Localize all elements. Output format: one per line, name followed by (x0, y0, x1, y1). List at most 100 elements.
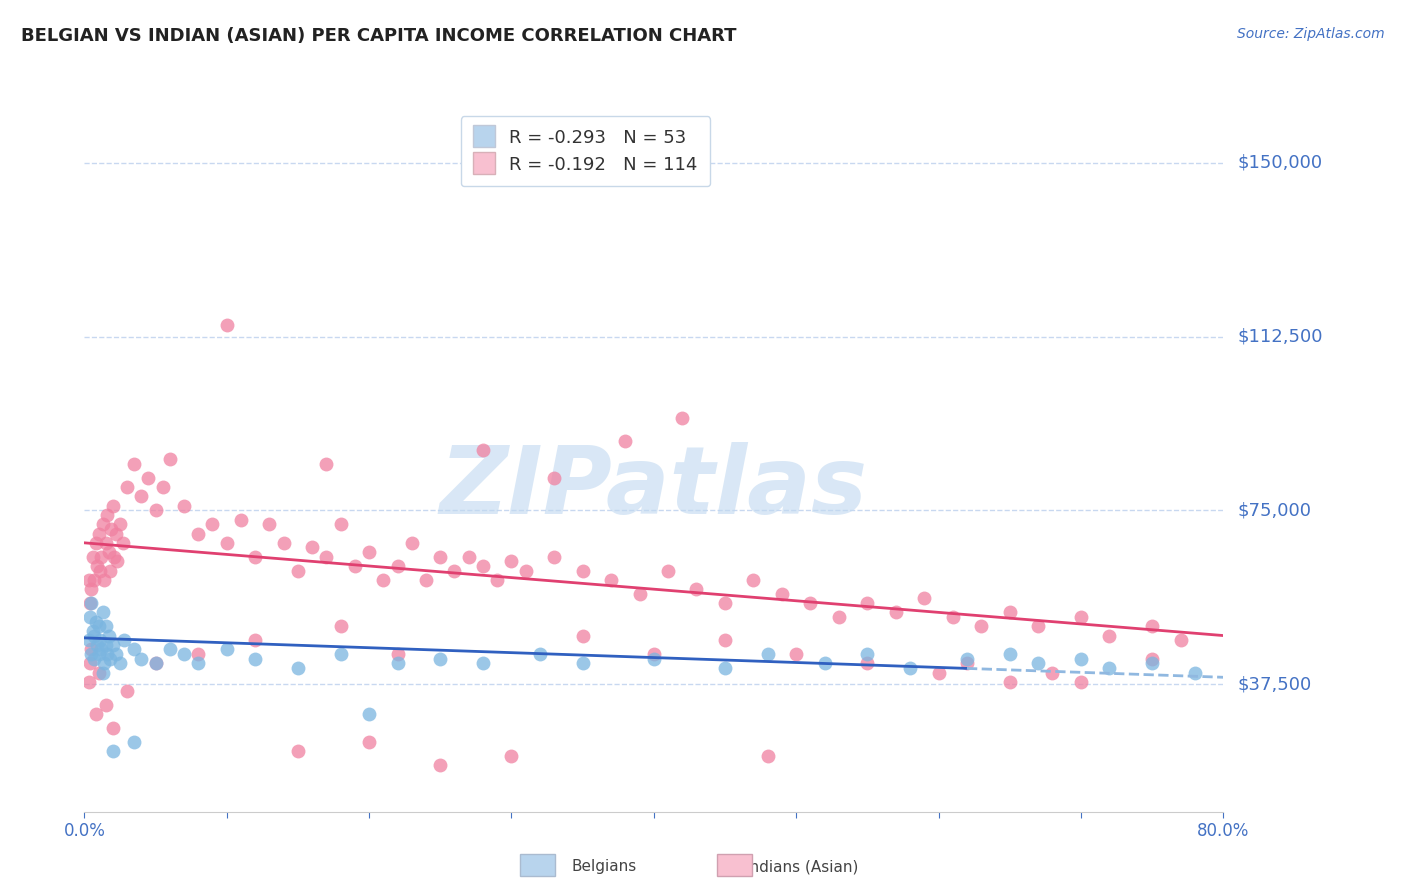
Point (1140, 651, 1163, 665)
Point (84, 615, 107, 629)
Point (79, 610, 101, 624)
Point (529, 647, 551, 661)
Point (970, 619, 993, 633)
Point (80, 582, 103, 597)
Point (245, 633, 267, 648)
Point (898, 661, 921, 675)
Point (187, 526, 209, 541)
Point (108, 657, 131, 671)
Point (94, 536, 117, 550)
Point (187, 647, 209, 661)
Point (105, 554, 128, 568)
Point (1140, 619, 1163, 633)
Point (173, 647, 195, 661)
Point (998, 647, 1021, 661)
Point (80, 647, 103, 661)
Point (84, 536, 107, 550)
Point (91, 665, 114, 680)
Point (245, 651, 267, 665)
Point (131, 490, 153, 504)
Point (329, 517, 352, 532)
Point (98, 564, 121, 578)
Point (173, 499, 195, 513)
Text: $112,500: $112,500 (1237, 327, 1323, 345)
Point (90, 642, 112, 657)
Point (112, 633, 135, 648)
Text: Belgians: Belgians (572, 859, 637, 874)
Point (742, 573, 765, 587)
Point (87, 665, 110, 680)
Point (429, 549, 451, 564)
Point (301, 541, 323, 555)
Point (122, 457, 145, 471)
Point (245, 549, 267, 564)
Point (82, 624, 104, 638)
Point (387, 657, 409, 671)
Point (122, 735, 145, 749)
Point (671, 410, 693, 425)
Point (799, 596, 821, 610)
Point (415, 573, 437, 587)
Point (84, 707, 107, 722)
Point (215, 536, 238, 550)
Point (856, 596, 879, 610)
Point (111, 536, 134, 550)
Point (714, 633, 737, 648)
Point (287, 564, 309, 578)
Point (486, 573, 509, 587)
Point (429, 651, 451, 665)
Text: ZIPatlas: ZIPatlas (440, 442, 868, 533)
Point (343, 559, 366, 574)
Point (543, 471, 565, 485)
Point (1140, 657, 1163, 671)
Point (942, 610, 965, 624)
Point (814, 657, 837, 671)
Point (201, 517, 224, 532)
Point (315, 549, 337, 564)
Point (956, 657, 979, 671)
Point (359, 707, 381, 722)
Point (359, 735, 381, 749)
Point (122, 642, 145, 657)
Point (429, 758, 451, 772)
Point (287, 661, 309, 675)
Point (1098, 628, 1121, 642)
Point (998, 606, 1021, 620)
Point (101, 499, 124, 513)
Point (97, 628, 120, 642)
Point (685, 582, 707, 597)
Point (89, 633, 111, 648)
Point (108, 517, 131, 532)
Point (87, 647, 110, 661)
Point (80, 642, 103, 657)
Point (373, 573, 395, 587)
Point (329, 647, 352, 661)
Point (93, 657, 115, 671)
Point (756, 749, 779, 764)
Point (571, 657, 593, 671)
Text: BELGIAN VS INDIAN (ASIAN) PER CAPITA INCOME CORRELATION CHART: BELGIAN VS INDIAN (ASIAN) PER CAPITA INC… (21, 27, 737, 45)
Point (628, 587, 651, 601)
Point (87, 526, 110, 541)
Text: Source: ZipAtlas.com: Source: ZipAtlas.com (1237, 27, 1385, 41)
Point (259, 517, 281, 532)
Point (387, 559, 409, 574)
Point (785, 647, 807, 661)
Point (856, 657, 879, 671)
Text: $75,000: $75,000 (1237, 501, 1312, 519)
Point (515, 564, 537, 578)
Point (94, 698, 117, 712)
Text: $150,000: $150,000 (1237, 153, 1322, 171)
Point (387, 647, 409, 661)
Point (86, 638, 108, 652)
Point (101, 638, 124, 652)
Point (457, 549, 479, 564)
Point (101, 744, 124, 758)
Point (98, 651, 121, 665)
Point (187, 657, 209, 671)
Point (77, 573, 100, 587)
Point (80, 596, 103, 610)
Point (714, 596, 737, 610)
Point (359, 545, 381, 559)
Point (82, 549, 104, 564)
